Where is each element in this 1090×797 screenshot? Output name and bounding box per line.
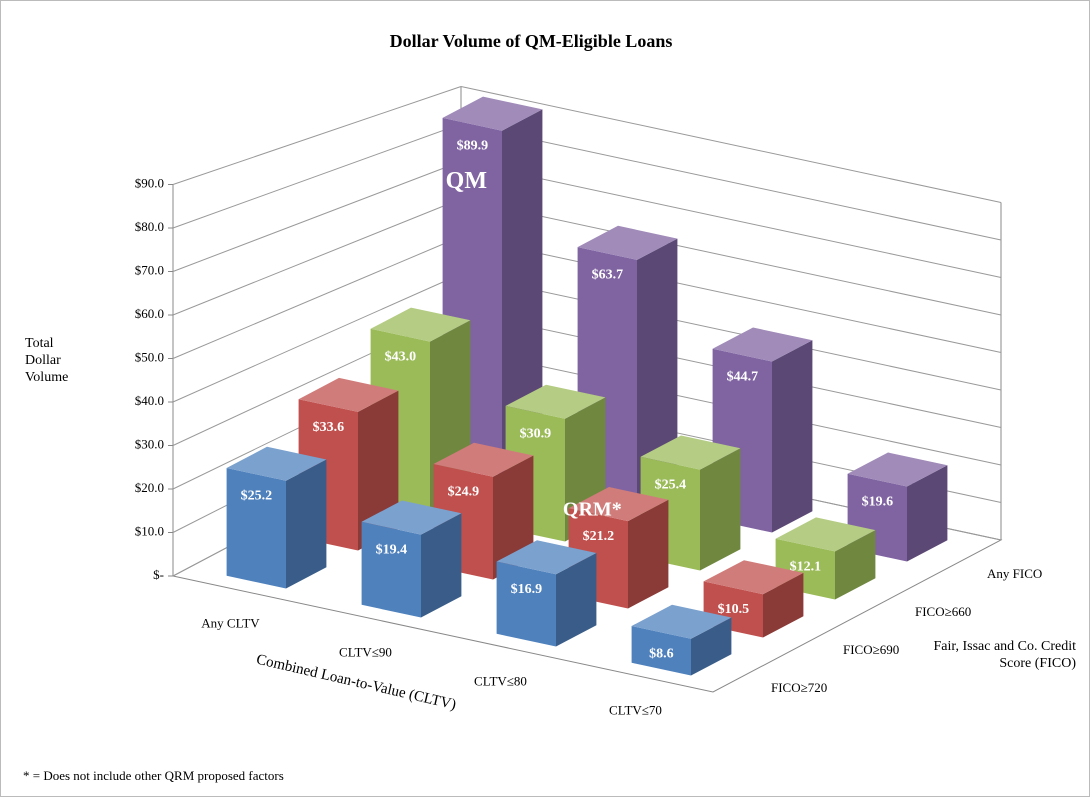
x-axis-title: Combined Loan-to-Value (CLTV): [255, 652, 458, 714]
value-label: $89.9: [457, 138, 489, 153]
value-label: $19.4: [376, 542, 408, 557]
value-label: $24.9: [448, 485, 480, 500]
x-tick-label: CLTV≤80: [474, 673, 527, 688]
value-label: $30.9: [520, 427, 552, 442]
bar-side: [286, 459, 327, 589]
grid-line: [460, 161, 1002, 278]
bar-side: [556, 553, 597, 647]
bar-side: [763, 572, 804, 638]
y-tick-label: $20.0: [135, 480, 164, 495]
bar-side: [421, 513, 462, 618]
y-tick-label: $-: [153, 567, 164, 582]
bar-top: [298, 377, 399, 412]
value-label: $33.6: [313, 420, 345, 435]
bar-top: [640, 435, 741, 470]
legend-label: FICO≥660: [915, 604, 971, 619]
y-tick-label: $90.0: [135, 175, 164, 190]
value-label: $19.6: [862, 494, 894, 509]
bar-side: [835, 530, 876, 600]
bar-top: [505, 384, 606, 419]
value-label: $25.2: [241, 489, 273, 504]
grid-line: [460, 236, 1002, 353]
bar-side: [691, 617, 732, 676]
value-label: $25.4: [655, 477, 687, 492]
x-tick-label: Any CLTV: [201, 615, 260, 630]
bar-side: [628, 499, 669, 609]
bar-top: [775, 517, 876, 552]
chart-title: Dollar Volume of QM-Eligible Loans: [390, 31, 673, 51]
bar-side: [502, 109, 543, 475]
grid-line: [172, 86, 462, 185]
grid-line: [460, 86, 1002, 203]
grid-line: [460, 273, 1002, 391]
value-label: $43.0: [385, 349, 417, 364]
value-label: $16.9: [511, 582, 543, 597]
bar-front: [631, 626, 691, 676]
y-tick-label: $60.0: [135, 306, 164, 321]
bar-side: [907, 465, 948, 562]
bar-side: [700, 448, 741, 571]
y-tick-label: $70.0: [135, 262, 164, 277]
bar-top: [226, 446, 327, 481]
grid-line: [172, 236, 462, 359]
grid-line: [172, 123, 462, 229]
value-label: $10.5: [718, 602, 750, 617]
bar-side: [772, 340, 813, 533]
bar-top: [496, 540, 597, 575]
bar-top: [370, 307, 471, 342]
value-label: $44.7: [727, 369, 759, 384]
value-label: $8.6: [649, 647, 674, 662]
legend-label: Any FICO: [987, 566, 1042, 581]
value-label: $12.1: [790, 559, 822, 574]
y-tick-label: $40.0: [135, 393, 164, 408]
bar-front: [361, 521, 421, 618]
x-tick-label: CLTV≤70: [609, 702, 662, 717]
y-tick-label: $30.0: [135, 436, 164, 451]
annotation: QM: [446, 168, 487, 194]
grid-line: [460, 123, 1002, 241]
value-label: $21.2: [583, 529, 615, 544]
y-tick-label: $50.0: [135, 349, 164, 364]
bar-top: [577, 225, 678, 260]
x-tick-label: CLTV≤90: [339, 644, 392, 659]
legend-label: FICO≥720: [771, 680, 827, 695]
bar-top: [703, 560, 804, 595]
grid-line: [172, 161, 462, 272]
bar-front: [496, 561, 556, 647]
bar-top: [712, 327, 813, 362]
bar-top: [361, 500, 462, 535]
bar-side: [637, 238, 678, 504]
bar-top: [568, 487, 669, 522]
y-tick-label: $10.0: [135, 523, 164, 538]
legend-label: FICO≥690: [843, 642, 899, 657]
bar-front: [226, 468, 286, 589]
bar-top: [433, 442, 534, 477]
footnote: * = Does not include other QRM proposed …: [23, 768, 284, 783]
value-label: $63.7: [592, 268, 624, 283]
grid-line: [460, 198, 1002, 316]
y-axis-title: Total Dollar Volume: [25, 336, 69, 385]
bar-top: [847, 452, 948, 487]
grid-line: [172, 198, 462, 316]
annotation: QRM*: [563, 498, 622, 520]
bar-top: [442, 96, 543, 131]
y-tick-label: $80.0: [135, 219, 164, 234]
bar-top: [631, 604, 732, 639]
grid-line: [172, 273, 462, 403]
z-axis-title: Fair, Issac and Co. Credit Score (FICO): [933, 639, 1076, 671]
